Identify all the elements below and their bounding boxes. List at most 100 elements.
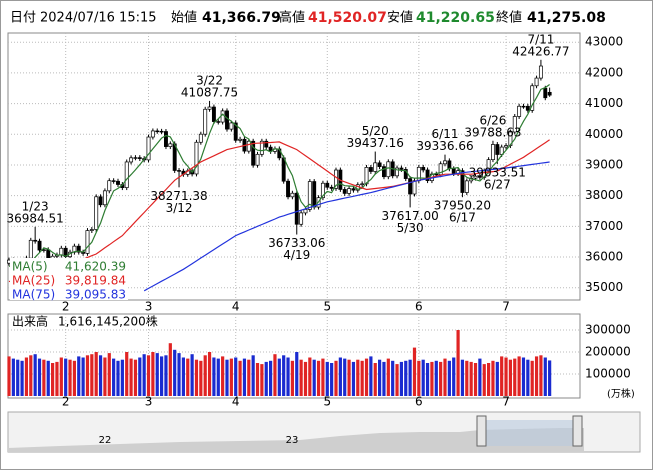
volume-tick-label: 300000 (585, 323, 631, 337)
volume-bar (42, 359, 46, 396)
volume-bar (299, 359, 303, 396)
volume-bar (112, 358, 116, 396)
volume-bar (173, 349, 177, 396)
header: 日付 2024/07/16 15:15 始値 41,366.79 高値 41,5… (10, 10, 606, 27)
annotation-date: 7/11 (527, 32, 554, 46)
volume-bar (282, 355, 286, 396)
candle-body (133, 157, 138, 159)
open-label: 始値 (171, 10, 197, 26)
candle-body (543, 87, 548, 99)
navigator-handle[interactable] (476, 415, 487, 447)
volume-bar (517, 356, 521, 396)
annotation-value: 39033.51 (469, 165, 526, 179)
volume-bar (151, 352, 155, 396)
volume-bar (399, 361, 403, 396)
candle-body (211, 106, 216, 122)
volume-bar (495, 361, 499, 396)
annotation-value: 37950.20 (434, 199, 491, 213)
volume-bar (351, 361, 356, 396)
candle-body (329, 186, 334, 189)
candle-body (290, 192, 295, 198)
volume-bar (190, 354, 194, 396)
volume-bar (155, 353, 159, 396)
annotation-date: 6/11 (432, 127, 459, 141)
volume-bar (321, 358, 325, 396)
annotation-date: 1/23 (22, 199, 49, 213)
volume-bar (404, 360, 408, 396)
volume-bar (251, 355, 255, 396)
candle-body (464, 180, 469, 193)
volume-bar (264, 361, 268, 396)
x-tick-label: 3 (145, 300, 153, 314)
candle-body (238, 138, 243, 141)
y-tick-label: 35000 (585, 280, 623, 294)
volume-bar (59, 357, 63, 396)
x-tick-label: 7 (502, 395, 510, 409)
candle-body (408, 178, 413, 195)
volume-bar (526, 359, 530, 396)
volume-bar (269, 360, 273, 396)
volume-bar (238, 360, 242, 396)
y-tick-label: 37000 (585, 219, 623, 233)
volume-bar (24, 357, 29, 396)
candle-body (220, 110, 225, 123)
navigator-handle[interactable] (572, 415, 583, 447)
candle-body (368, 167, 373, 172)
candle-body (33, 239, 38, 242)
volume-bar (20, 360, 24, 396)
volume-bar (534, 356, 539, 396)
candle-body (76, 245, 81, 253)
volume-bar (395, 364, 399, 396)
x-tick-label: 2 (62, 395, 70, 409)
y-tick-label: 40000 (585, 127, 623, 141)
candle-body (102, 190, 107, 206)
candle-body (477, 175, 482, 178)
candle-body (320, 182, 325, 199)
annotation-date: 6/17 (449, 211, 476, 225)
ma-line (9, 84, 550, 270)
volume-bar (94, 352, 98, 396)
volume-bar (469, 361, 473, 396)
x-tick-label: 6 (415, 300, 423, 314)
volume-bar (216, 358, 220, 396)
candle-body (198, 133, 203, 143)
candle-body (486, 159, 491, 172)
volume-bar (434, 360, 438, 396)
navigator-label: 22 (99, 435, 112, 446)
volume-bar (199, 360, 203, 396)
volume-bar (203, 355, 207, 396)
candle-body (116, 180, 120, 185)
volume-bar (46, 360, 50, 396)
volume-bar (473, 363, 478, 396)
candle-body (98, 196, 103, 206)
y-tick-label: 43000 (585, 35, 623, 49)
candle-body (425, 169, 430, 181)
navigator[interactable] (7, 411, 641, 453)
close-value: 41,275.08 (527, 10, 606, 26)
volume-bar (120, 359, 124, 396)
candle-body (225, 110, 229, 130)
volume-bar (207, 352, 212, 396)
candle-body (37, 240, 42, 251)
volume-bar (456, 330, 460, 396)
volume-bar (338, 357, 342, 396)
annotation-value: 37617.00 (381, 209, 438, 223)
volume-bar (221, 356, 225, 396)
volume-bar (7, 356, 11, 396)
volume-bar (548, 360, 552, 396)
volume-bar (452, 357, 456, 396)
candle-body (281, 157, 286, 182)
candle-body (111, 180, 116, 182)
volume-bar (465, 360, 469, 396)
candle-body (325, 182, 330, 188)
volume-bar (286, 357, 290, 396)
volume-bar (508, 359, 512, 396)
y-tick-label: 39000 (585, 157, 623, 171)
candle-body (412, 180, 417, 195)
navigator-window[interactable] (484, 420, 578, 446)
candle-body (386, 161, 391, 178)
date: 2024/07/16 15:15 (40, 11, 157, 26)
volume-bar (194, 359, 199, 396)
navigator-area (8, 428, 584, 452)
